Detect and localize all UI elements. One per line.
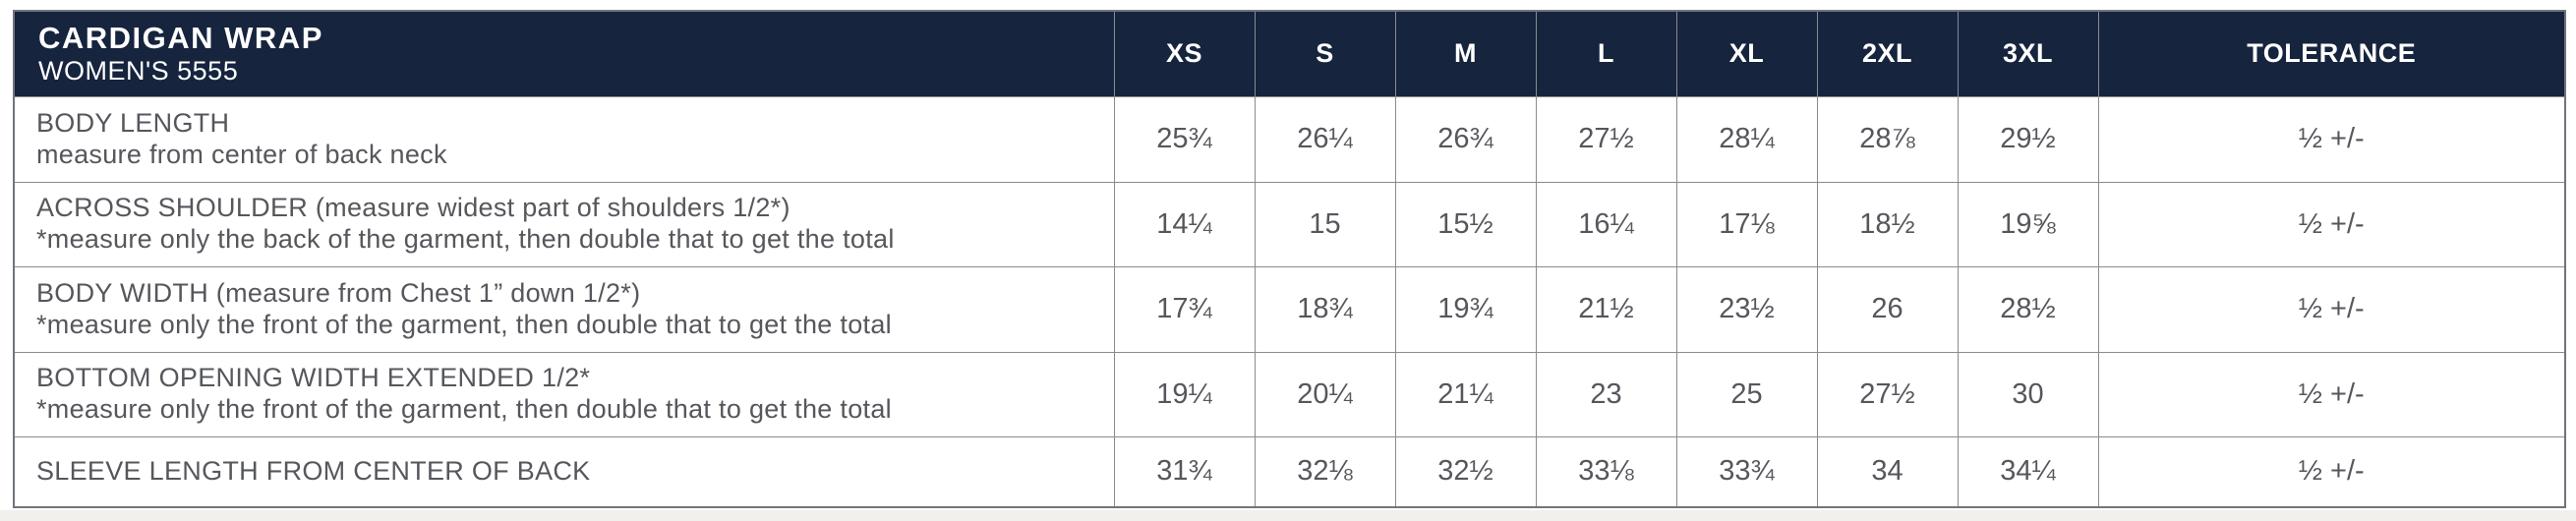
measurement-cell: 26 [1816,265,1959,353]
spec-label: ACROSS SHOULDER (measure widest part of … [36,193,790,223]
measurement-cell: 19¾ [1394,265,1537,353]
spec-sublabel: *measure only the back of the garment, t… [36,224,895,254]
measurement-cell: 32⅛ [1254,435,1396,508]
measurement-cell: 19⅝ [1957,181,2099,267]
measurement-cell: 28¼ [1675,95,1818,183]
spec-label: SLEEVE LENGTH FROM CENTER OF BACK [36,455,591,486]
column-header-s: S [1254,10,1396,97]
spec-label: BODY WIDTH (measure from Chest 1” down 1… [36,277,641,308]
measurement-cell: 19¼ [1113,351,1256,437]
measurement-cell: 17⅛ [1675,181,1818,267]
measurement-cell: 27½ [1816,351,1959,437]
column-header-tolerance: TOLERANCE [2097,10,2566,97]
measurement-cell: 20¼ [1254,351,1396,437]
tolerance-cell: ½ +/- [2097,95,2566,183]
table-row: SLEEVE LENGTH FROM CENTER OF BACK 31¾ 32… [13,435,2566,508]
measurement-cell: 18½ [1816,181,1959,267]
tolerance-cell: ½ +/- [2097,351,2566,437]
measurement-cell: 33⅛ [1535,435,1677,508]
measurement-cell: 30 [1957,351,2099,437]
page-bottom-strip [0,510,2576,521]
measurement-cell: 26¼ [1254,95,1396,183]
measurement-cell: 18¾ [1254,265,1396,353]
column-header-xl: XL [1675,10,1818,97]
spec-row-label-cell: SLEEVE LENGTH FROM CENTER OF BACK [13,435,1115,508]
measurement-cell: 16¼ [1535,181,1677,267]
product-title: CARDIGAN WRAP [38,21,323,56]
spec-sublabel: measure from center of back neck [36,139,447,169]
spec-sublabel: *measure only the front of the garment, … [36,309,892,339]
measurement-cell: 34 [1816,435,1959,508]
measurement-cell: 15½ [1394,181,1537,267]
tolerance-cell: ½ +/- [2097,435,2566,508]
measurement-cell: 21¼ [1394,351,1537,437]
product-header-cell: CARDIGAN WRAP WOMEN'S 5555 [13,10,1115,97]
measurement-cell: 25 [1675,351,1818,437]
measurement-cell: 21½ [1535,265,1677,353]
measurement-cell: 28½ [1957,265,2099,353]
spec-label: BODY LENGTH [36,107,230,138]
header-row: CARDIGAN WRAP WOMEN'S 5555 XS S M L XL 2… [13,10,2566,97]
size-chart-table: CARDIGAN WRAP WOMEN'S 5555 XS S M L XL 2… [13,10,2566,508]
measurement-cell: 14¼ [1113,181,1256,267]
table-row: BODY WIDTH (measure from Chest 1” down 1… [13,265,2566,353]
table-row: BODY LENGTH measure from center of back … [13,95,2566,183]
spec-row-label-cell: BODY LENGTH measure from center of back … [13,95,1115,183]
table-row: ACROSS SHOULDER (measure widest part of … [13,181,2566,267]
measurement-cell: 25¾ [1113,95,1256,183]
column-header-xs: XS [1113,10,1256,97]
measurement-cell: 32½ [1394,435,1537,508]
measurement-cell: 28⅞ [1816,95,1959,183]
tolerance-cell: ½ +/- [2097,265,2566,353]
spec-row-label-cell: BODY WIDTH (measure from Chest 1” down 1… [13,265,1115,353]
measurement-cell: 17¾ [1113,265,1256,353]
measurement-cell: 33¾ [1675,435,1818,508]
spec-label: BOTTOM OPENING WIDTH EXTENDED 1/2* [36,363,591,393]
column-header-l: L [1535,10,1677,97]
measurement-cell: 27½ [1535,95,1677,183]
column-header-m: M [1394,10,1537,97]
measurement-cell: 34¼ [1957,435,2099,508]
table-row: BOTTOM OPENING WIDTH EXTENDED 1/2* *meas… [13,351,2566,437]
measurement-cell: 23½ [1675,265,1818,353]
product-style-number: WOMEN'S 5555 [38,56,239,87]
spec-row-label-cell: BOTTOM OPENING WIDTH EXTENDED 1/2* *meas… [13,351,1115,437]
spec-sublabel: *measure only the front of the garment, … [36,394,892,424]
measurement-cell: 31¾ [1113,435,1256,508]
column-header-3xl: 3XL [1957,10,2099,97]
column-header-2xl: 2XL [1816,10,1959,97]
measurement-cell: 15 [1254,181,1396,267]
spec-row-label-cell: ACROSS SHOULDER (measure widest part of … [13,181,1115,267]
tolerance-cell: ½ +/- [2097,181,2566,267]
measurement-cell: 26¾ [1394,95,1537,183]
measurement-cell: 23 [1535,351,1677,437]
measurement-cell: 29½ [1957,95,2099,183]
